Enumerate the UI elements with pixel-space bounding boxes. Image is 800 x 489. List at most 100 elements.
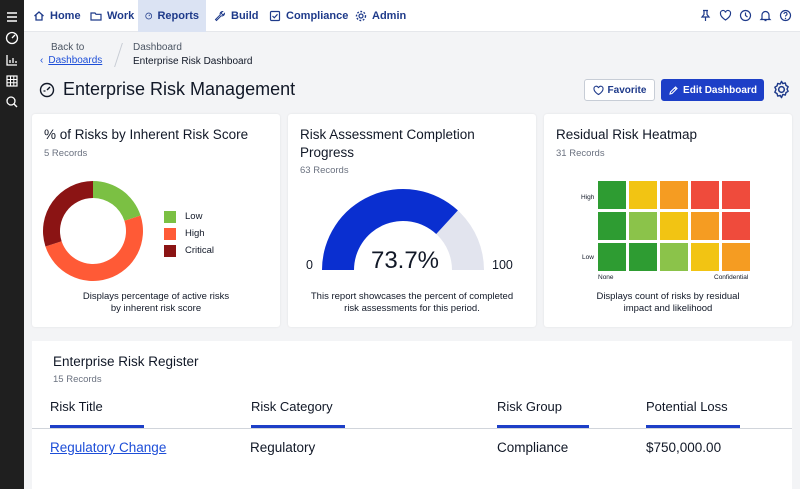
donut-card-description: Displays percentage of active risks by i… (32, 291, 280, 315)
legend-label-critical: Critical (185, 245, 215, 256)
risk-register-card (32, 341, 792, 489)
legend-item-high[interactable]: High (164, 225, 214, 242)
page-title: Enterprise Risk Management (63, 79, 296, 99)
gauge-card-records: 63 Records (300, 165, 349, 176)
menu-icon[interactable] (5, 10, 19, 24)
heatmap-cell[interactable] (598, 212, 626, 240)
settings-gear-icon[interactable] (772, 80, 791, 99)
heart-icon[interactable] (719, 9, 732, 22)
column-header-risk-title[interactable]: Risk Title (50, 399, 103, 414)
risk-score-card (32, 114, 280, 327)
breadcrumb-dashboards-link[interactable]: ‹ Dashboards (40, 55, 102, 66)
gauge-title-line-1: Risk Assessment Completion (300, 127, 475, 142)
legend-item-critical[interactable]: Critical (164, 242, 214, 259)
nav-admin-label: Admin (372, 10, 407, 22)
column-underline (497, 425, 589, 428)
legend-item-low[interactable]: Low (164, 208, 214, 225)
heatmap-x-label-none: None (598, 274, 614, 281)
donut-chart[interactable] (42, 180, 144, 282)
wrench-icon (214, 10, 226, 22)
breadcrumb-dashboards-label: Dashboards (48, 55, 103, 66)
nav-work[interactable]: Work (83, 0, 141, 32)
heatmap-cell[interactable] (722, 212, 750, 240)
column-header-risk-category[interactable]: Risk Category (251, 399, 333, 414)
nav-work-label: Work (107, 10, 135, 22)
bell-icon[interactable] (759, 9, 772, 22)
column-underline (646, 425, 740, 428)
chevron-left-icon: ‹ (40, 55, 44, 66)
pencil-icon (669, 85, 678, 95)
donut-desc-line-1: Displays percentage of active risks (82, 291, 230, 302)
table-icon[interactable] (5, 74, 19, 88)
heatmap-cell[interactable] (660, 181, 688, 209)
heatmap-card-records: 31 Records (556, 148, 605, 159)
donut-card-records: 5 Records (44, 148, 88, 159)
breadcrumb-divider (114, 43, 123, 67)
gauge-chart[interactable] (320, 188, 486, 274)
gauge-title-line-2: Progress (300, 145, 355, 160)
nav-compliance[interactable]: Compliance (262, 0, 355, 32)
heatmap-cell[interactable] (660, 243, 688, 271)
checkbox-icon (269, 10, 281, 22)
legend-label-low: Low (185, 211, 203, 222)
gauge-min-label: 0 (306, 258, 313, 272)
donut-desc-line-2: by inherent risk score (110, 303, 202, 314)
heatmap-cell[interactable] (598, 243, 626, 271)
heatmap-cell[interactable] (660, 212, 688, 240)
gauge-icon[interactable] (5, 31, 19, 45)
donut-legend: Low High Critical (164, 208, 214, 259)
nav-build-label: Build (231, 10, 259, 22)
column-header-potential-loss[interactable]: Potential Loss (646, 399, 728, 414)
donut-card-title: % of Risks by Inherent Risk Score (44, 127, 249, 142)
row-potential-loss: $750,000.00 (646, 440, 722, 455)
favorite-button-label: Favorite (607, 84, 647, 96)
heatmap-y-label-high: High (581, 194, 595, 201)
breadcrumb-current: Enterprise Risk Dashboard (133, 56, 253, 67)
heatmap-cell[interactable] (722, 243, 750, 271)
edit-dashboard-button[interactable]: Edit Dashboard (661, 79, 764, 101)
search-icon[interactable] (5, 95, 19, 109)
favorite-button[interactable]: Favorite (584, 79, 655, 101)
breadcrumb-back-label: Back to (51, 42, 85, 53)
gauge-card-description: This report showcases the percent of com… (288, 291, 536, 315)
heatmap-x-label-confidential: Confidential (714, 274, 749, 281)
gauge-desc-line-2: risk assessments for this period. (344, 303, 480, 314)
heatmap-desc-line-1: Displays count of risks by residual (596, 291, 740, 302)
column-underline (50, 425, 144, 428)
column-underline (251, 425, 345, 428)
heatmap-card-title: Residual Risk Heatmap (556, 127, 698, 142)
gauge-card-title: Risk Assessment Completion Progress (300, 126, 475, 162)
nav-build[interactable]: Build (207, 0, 266, 32)
donut-slice-high[interactable] (45, 215, 143, 281)
row-risk-category: Regulatory (250, 440, 316, 455)
nav-home-label: Home (50, 10, 81, 22)
legend-swatch-low (164, 210, 176, 223)
heatmap-cell[interactable] (629, 212, 657, 240)
nav-reports-label: Reports (157, 10, 199, 22)
left-rail (0, 0, 24, 489)
gauge-max-label: 100 (492, 258, 513, 272)
heatmap-cell[interactable] (722, 181, 750, 209)
heatmap-cell[interactable] (629, 243, 657, 271)
nav-home[interactable]: Home (26, 0, 88, 32)
history-icon[interactable] (739, 9, 752, 22)
nav-reports[interactable]: Reports (138, 0, 206, 32)
edit-dashboard-label: Edit Dashboard (683, 84, 757, 96)
gauge-icon (39, 82, 55, 98)
pin-icon[interactable] (699, 9, 712, 22)
donut-slice-low[interactable] (93, 181, 141, 221)
column-header-risk-group[interactable]: Risk Group (497, 399, 563, 414)
heatmap-cell[interactable] (691, 181, 719, 209)
heatmap-desc-line-2: impact and likelihood (623, 303, 713, 314)
nav-admin[interactable]: Admin (348, 0, 413, 32)
heatmap-cell[interactable] (629, 181, 657, 209)
heatmap-cell[interactable] (598, 181, 626, 209)
heatmap-y-label-low: Low (582, 254, 594, 261)
legend-swatch-high (164, 227, 176, 240)
heatmap-cell[interactable] (691, 212, 719, 240)
heatmap-cell[interactable] (691, 243, 719, 271)
chart-icon[interactable] (5, 53, 19, 67)
donut-slice-critical[interactable] (42, 181, 93, 247)
help-icon[interactable] (779, 9, 792, 22)
row-risk-title-link[interactable]: Regulatory Change (50, 440, 167, 455)
